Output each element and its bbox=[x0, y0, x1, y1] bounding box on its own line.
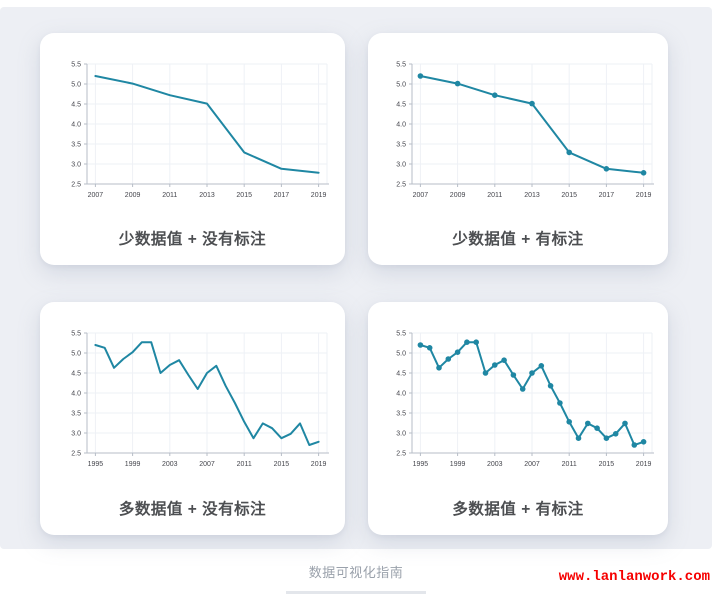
svg-text:3.5: 3.5 bbox=[71, 410, 81, 417]
svg-text:2019: 2019 bbox=[310, 192, 326, 199]
svg-text:2009: 2009 bbox=[450, 192, 466, 199]
svg-text:2.5: 2.5 bbox=[396, 181, 406, 188]
line-chart-few-values-with-annotation: 2.5 3.0 3.5 4.0 4.5 5.0 5.5 2007 2009 2011 2013 201… bbox=[382, 58, 654, 208]
footer-divider bbox=[286, 591, 426, 594]
chart-caption-few-values-with-annotation: 少数据值 + 有标注 bbox=[452, 231, 584, 248]
svg-text:3.5: 3.5 bbox=[71, 141, 81, 148]
svg-text:3.0: 3.0 bbox=[71, 161, 81, 168]
svg-text:2015: 2015 bbox=[236, 192, 252, 199]
svg-text:2017: 2017 bbox=[599, 192, 615, 199]
svg-text:3.0: 3.0 bbox=[71, 430, 81, 437]
svg-text:1995: 1995 bbox=[413, 461, 429, 468]
svg-text:4.5: 4.5 bbox=[396, 101, 406, 108]
line-chart-few-values-no-annotation: 2.5 3.0 3.5 4.0 4.5 5.0 5.5 2007 2009 2011 2013 201… bbox=[57, 58, 329, 208]
svg-text:4.0: 4.0 bbox=[396, 390, 406, 397]
svg-text:2019: 2019 bbox=[636, 192, 652, 199]
line-chart-many-values-with-annotation: 2.5 3.0 3.5 4.0 4.5 5.0 5.5 1995 1999 2003 2007 201… bbox=[382, 327, 654, 477]
svg-text:5.5: 5.5 bbox=[396, 330, 406, 337]
svg-text:2013: 2013 bbox=[524, 192, 540, 199]
svg-text:2007: 2007 bbox=[524, 461, 540, 468]
svg-text:3.5: 3.5 bbox=[396, 141, 406, 148]
svg-text:2.5: 2.5 bbox=[71, 181, 81, 188]
chart-caption-many-values-no-annotation: 多数据值 + 没有标注 bbox=[118, 501, 267, 518]
svg-text:3.0: 3.0 bbox=[396, 430, 406, 437]
card-many-values-with-annotation: 2.5 3.0 3.5 4.0 4.5 5.0 5.5 1995 1999 2003 2007 201… bbox=[368, 302, 668, 535]
svg-text:2011: 2011 bbox=[487, 192, 502, 199]
svg-text:2011: 2011 bbox=[562, 461, 577, 468]
chart-caption-many-values-with-annotation: 多数据值 + 有标注 bbox=[452, 501, 584, 518]
svg-text:2003: 2003 bbox=[162, 461, 178, 468]
svg-text:2007: 2007 bbox=[199, 461, 215, 468]
svg-text:4.5: 4.5 bbox=[71, 370, 81, 377]
watermark-text: www.lanlanwork.com bbox=[558, 569, 710, 585]
svg-text:5.0: 5.0 bbox=[396, 350, 406, 357]
svg-text:2003: 2003 bbox=[487, 461, 503, 468]
svg-text:4.0: 4.0 bbox=[396, 121, 406, 128]
svg-text:3.5: 3.5 bbox=[396, 410, 406, 417]
card-few-values-with-annotation: 2.5 3.0 3.5 4.0 4.5 5.0 5.5 2007 2009 2011 2013 201… bbox=[368, 33, 668, 265]
svg-text:2015: 2015 bbox=[599, 461, 615, 468]
svg-text:5.5: 5.5 bbox=[71, 330, 81, 337]
svg-text:1999: 1999 bbox=[124, 461, 140, 468]
svg-text:4.0: 4.0 bbox=[71, 390, 81, 397]
svg-text:2015: 2015 bbox=[273, 461, 289, 468]
svg-text:5.0: 5.0 bbox=[71, 81, 81, 88]
svg-text:5.5: 5.5 bbox=[71, 61, 81, 68]
footer-caption: 数据可视化指南 bbox=[308, 565, 404, 580]
gray-canvas: 2.5 3.0 3.5 4.0 4.5 5.0 5.5 2007 2009 2011 2013 201… bbox=[0, 7, 712, 549]
svg-text:4.0: 4.0 bbox=[71, 121, 81, 128]
svg-text:4.5: 4.5 bbox=[396, 370, 406, 377]
svg-text:4.5: 4.5 bbox=[71, 101, 81, 108]
svg-text:5.0: 5.0 bbox=[71, 350, 81, 357]
svg-text:2019: 2019 bbox=[636, 461, 652, 468]
svg-text:2007: 2007 bbox=[87, 192, 103, 199]
chart-caption-few-values-no-annotation: 少数据值 + 没有标注 bbox=[118, 231, 267, 248]
svg-text:2.5: 2.5 bbox=[71, 450, 81, 457]
card-many-values-no-annotation: 2.5 3.0 3.5 4.0 4.5 5.0 5.5 1995 1999 2003 2007 201… bbox=[40, 302, 345, 535]
svg-text:5.0: 5.0 bbox=[396, 81, 406, 88]
svg-text:2007: 2007 bbox=[413, 192, 429, 199]
svg-text:1995: 1995 bbox=[87, 461, 103, 468]
line-chart-many-values-no-annotation: 2.5 3.0 3.5 4.0 4.5 5.0 5.5 1995 1999 2003 2007 201… bbox=[57, 327, 329, 477]
svg-text:5.5: 5.5 bbox=[396, 61, 406, 68]
svg-text:2.5: 2.5 bbox=[396, 450, 406, 457]
svg-text:2015: 2015 bbox=[561, 192, 577, 199]
svg-text:2013: 2013 bbox=[199, 192, 215, 199]
svg-text:2011: 2011 bbox=[236, 461, 251, 468]
svg-text:2011: 2011 bbox=[162, 192, 177, 199]
svg-text:2009: 2009 bbox=[124, 192, 140, 199]
svg-text:2017: 2017 bbox=[273, 192, 289, 199]
svg-text:1999: 1999 bbox=[450, 461, 466, 468]
svg-text:3.0: 3.0 bbox=[396, 161, 406, 168]
card-few-values-no-annotation: 2.5 3.0 3.5 4.0 4.5 5.0 5.5 2007 2009 2011 2013 201… bbox=[40, 33, 345, 265]
svg-text:2019: 2019 bbox=[310, 461, 326, 468]
